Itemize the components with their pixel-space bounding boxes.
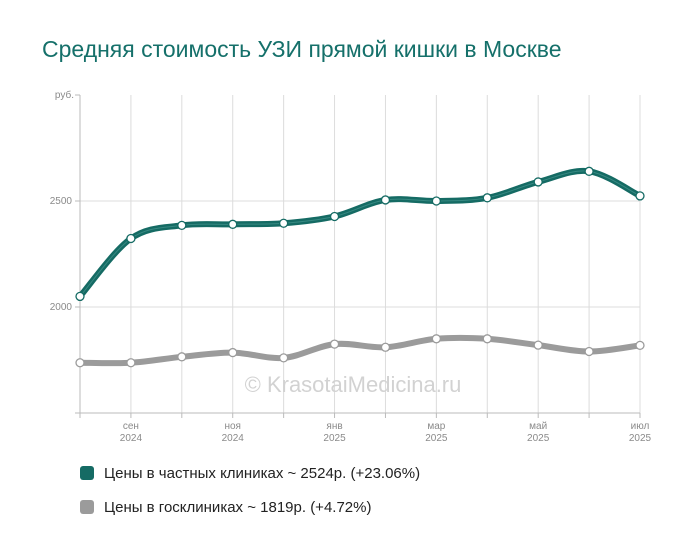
y-tick-label: 2000 [50, 302, 73, 313]
legend-swatch-public [80, 500, 94, 514]
legend-label-public: Цены в госклиниках ~ 1819р. (+4.72%) [104, 498, 372, 516]
x-tick-label-year: 2025 [629, 433, 652, 444]
data-point-series-0 [329, 211, 340, 222]
data-point-series-0 [635, 191, 645, 201]
data-point-series-1 [278, 353, 289, 363]
data-point-series-0 [380, 195, 391, 205]
legend-swatch-private [80, 466, 94, 480]
series-line-1 [77, 334, 643, 367]
data-point-series-0 [584, 166, 594, 176]
data-point-series-1 [177, 352, 187, 362]
y-tick-label: 2500 [50, 196, 73, 207]
x-tick-label-month: ноя [224, 421, 241, 432]
x-tick-label-month: янв [326, 421, 342, 432]
data-point-series-0 [533, 177, 543, 187]
x-tick-label-year: 2025 [527, 433, 550, 444]
y-axis-label: руб. [55, 89, 74, 101]
data-point-series-1 [431, 334, 442, 344]
x-tick-label-year: 2025 [425, 433, 448, 444]
data-point-series-0 [177, 220, 187, 231]
chart-title: Средняя стоимость УЗИ прямой кишки в Мос… [42, 36, 562, 62]
data-point-series-1 [635, 340, 645, 351]
x-tick-label-month: июл [631, 421, 650, 432]
x-tick-label-year: 2024 [120, 433, 143, 444]
x-tick-label-year: 2025 [323, 433, 346, 444]
series-line-highlight-0 [79, 170, 641, 297]
x-tick-label-year: 2024 [222, 433, 245, 444]
data-point-series-0 [482, 193, 492, 203]
legend: Цены в частных клиниках ~ 2524р. (+23.06… [80, 463, 420, 517]
axes: руб.20002500сен2024ноя2024янв2025мар2025… [50, 89, 652, 444]
x-tick-label-month: май [529, 421, 547, 432]
data-point-series-1 [228, 347, 238, 358]
x-tick-label-month: мар [427, 421, 445, 432]
data-point-series-0 [431, 196, 442, 206]
x-tick-label-month: сен [123, 421, 139, 432]
data-point-series-0 [278, 218, 289, 228]
data-point-series-1 [380, 342, 391, 352]
data-point-series-1 [329, 339, 340, 349]
grid [80, 95, 641, 413]
legend-item-public[interactable]: Цены в госклиниках ~ 1819р. (+4.72%) [80, 497, 420, 517]
data-point-series-1 [126, 358, 136, 368]
data-point-series-1 [533, 340, 543, 350]
data-point-series-0 [126, 233, 136, 244]
data-point-series-0 [75, 291, 85, 302]
data-point-series-1 [75, 358, 85, 368]
legend-label-private: Цены в частных клиниках ~ 2524р. (+23.06… [104, 464, 421, 482]
legend-item-private[interactable]: Цены в частных клиниках ~ 2524р. (+23.06… [80, 463, 420, 483]
series-line-0 [77, 167, 643, 300]
series-points [75, 166, 645, 368]
series-lines [77, 167, 643, 367]
watermark: © KrasotaiMedicina.ru [245, 372, 462, 397]
data-point-series-0 [228, 219, 238, 229]
data-point-series-1 [482, 334, 492, 344]
data-point-series-1 [584, 346, 594, 357]
